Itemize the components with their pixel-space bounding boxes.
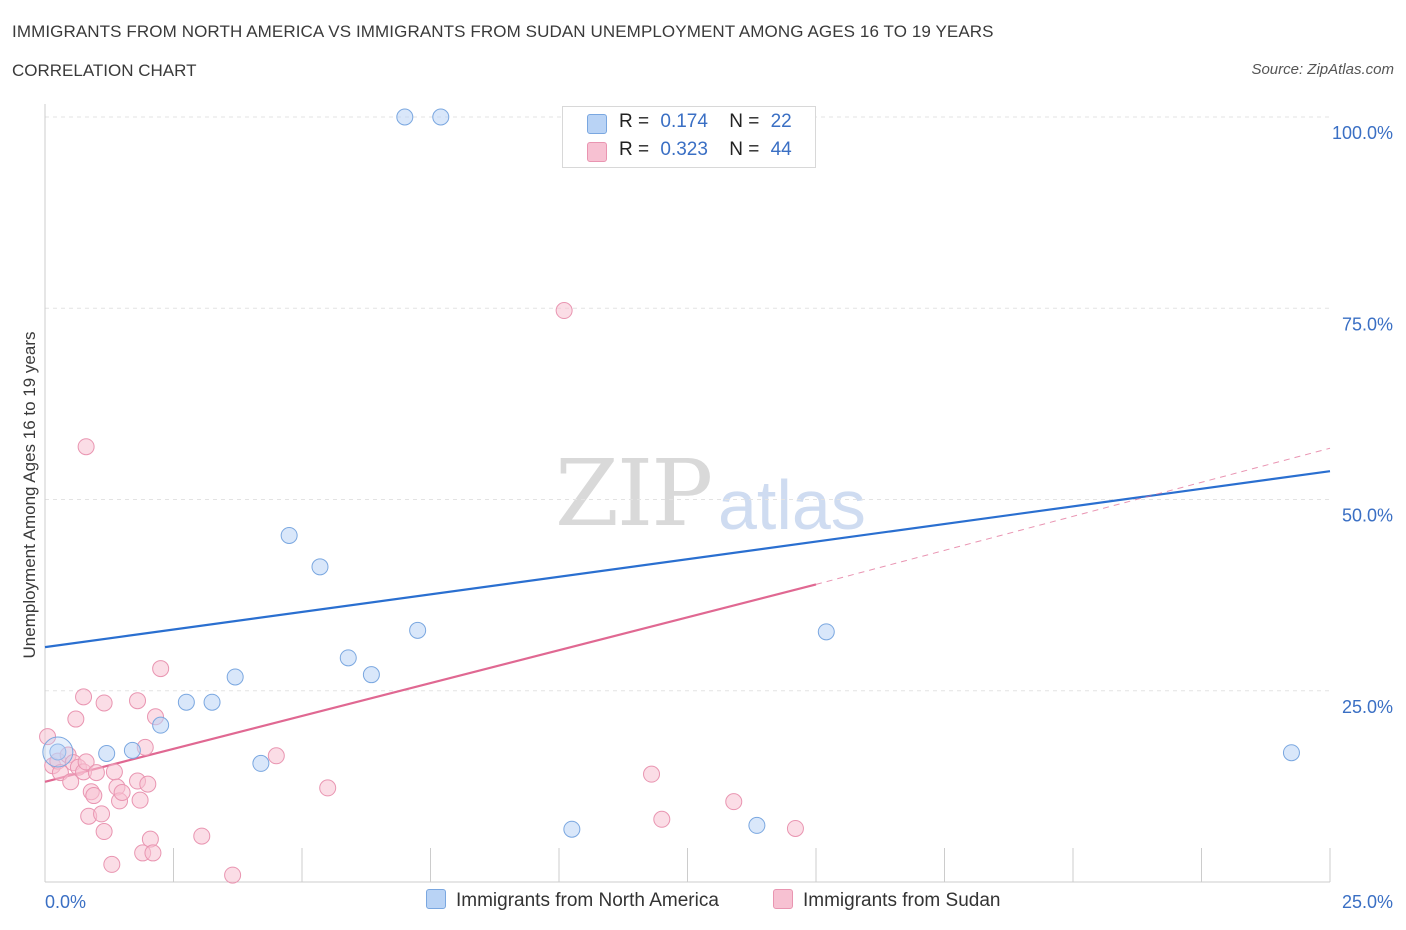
r-value: 0.174 [660,111,708,132]
data-point-sudan [193,827,211,845]
data-point-sudan [77,753,95,771]
pink-swatch-icon [773,889,793,909]
blue-swatch-icon [587,114,607,134]
legend-label: Immigrants from Sudan [803,890,1001,911]
n-label: N = [729,111,760,132]
data-point-north-america [49,743,67,761]
data-point-sudan [103,855,121,873]
data-point-north-america [177,693,195,711]
r-label: R = [619,111,650,132]
y-tick-label: 100.0% [1332,123,1393,143]
trend-line-sudan [44,583,817,783]
trend-line-north-america [44,470,1331,649]
data-point-north-america [152,716,170,734]
data-point-sudan [62,773,80,791]
data-point-sudan [87,764,105,782]
n-value: 22 [770,111,792,132]
data-point-north-america [1282,744,1300,762]
data-points [39,108,1300,884]
grid-lines [45,116,1330,692]
r-value: 0.323 [660,139,708,160]
data-point-sudan [725,793,743,811]
data-point-north-america [362,666,380,684]
data-point-sudan [139,775,157,793]
x-tick-label: 25.0% [1342,892,1393,912]
data-point-north-america [280,526,298,544]
n-value: 44 [770,139,792,160]
data-point-north-america [339,649,357,667]
data-point-sudan [85,787,103,805]
data-point-sudan [267,747,285,765]
data-point-north-america [226,668,244,686]
data-point-north-america [203,693,221,711]
data-point-sudan [144,844,162,862]
trend-lines [44,447,1331,783]
data-point-sudan [77,438,95,456]
data-point-sudan [653,810,671,828]
data-point-sudan [319,779,337,797]
trend-line-sudan-extension [815,447,1331,585]
chart-subtitle: CORRELATION CHART [12,61,197,80]
pink-swatch-icon [587,142,607,162]
y-tick-label: 50.0% [1342,506,1393,526]
y-tick-label: 75.0% [1342,314,1393,334]
data-point-sudan [93,805,111,823]
tick-labels: 100.0% 75.0% 50.0% 25.0% 0.0% 25.0% [45,123,1393,912]
data-point-north-america [748,816,766,834]
stats-legend: R = 0.174 N = 22 R = 0.323 N = 44 [562,106,816,168]
data-point-north-america [123,741,141,759]
data-point-north-america [98,744,116,762]
watermark-zip: ZIP [555,440,713,547]
data-point-north-america [817,623,835,641]
data-point-north-america [563,820,581,838]
data-point-sudan [152,660,170,678]
source-credit: Source: ZipAtlas.com [1251,61,1394,78]
data-point-sudan [141,830,159,848]
blue-swatch-icon [426,889,446,909]
data-point-sudan [105,763,123,781]
r-label: R = [619,139,650,160]
data-point-sudan [131,791,149,809]
data-point-sudan [555,302,573,320]
legend-label: Immigrants from North America [456,890,719,911]
data-point-north-america [311,558,329,576]
legend-item-sudan: Immigrants from Sudan [773,889,1000,912]
data-point-north-america [432,108,450,126]
y-tick-label: 25.0% [1342,697,1393,717]
data-point-sudan [224,866,242,884]
data-point-north-america [252,754,270,772]
axes [44,104,1331,883]
data-point-sudan [75,688,93,706]
data-point-sudan [67,710,85,728]
chart-title: IMMIGRANTS FROM NORTH AMERICA VS IMMIGRA… [12,22,994,41]
data-point-sudan [95,694,113,712]
data-point-north-america [409,621,427,639]
data-point-sudan [129,692,147,710]
n-label: N = [729,139,760,160]
data-point-north-america [396,108,414,126]
watermark-atlas: atlas [718,466,866,544]
data-point-sudan [786,819,804,837]
data-point-sudan [95,823,113,841]
data-point-north-america-cluster [42,736,74,768]
data-point-sudan [113,783,131,801]
legend-item-north-america: Immigrants from North America [426,889,719,912]
data-point-sudan [643,765,661,783]
x-tick-label: 0.0% [45,892,86,912]
